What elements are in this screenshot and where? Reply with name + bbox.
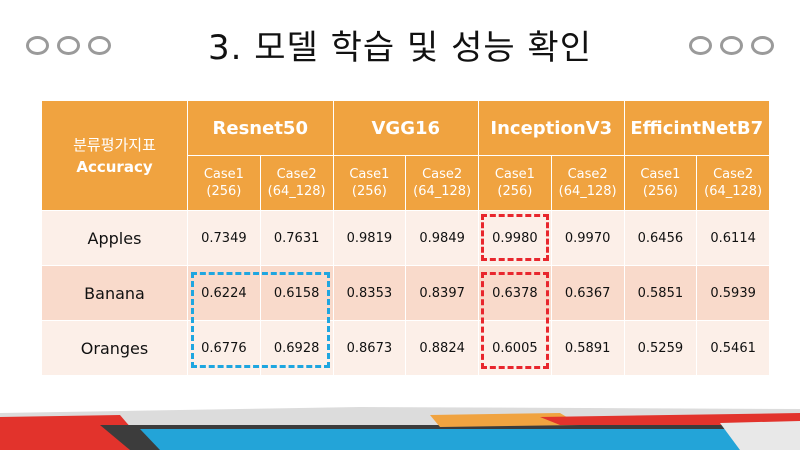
case-name: Case1 (203, 167, 244, 182)
case-header: Case2 (64_128) (550, 155, 625, 211)
circle-icon (57, 36, 80, 55)
footer-stripe-light (720, 421, 800, 450)
accuracy-table: 분류평가지표 Accuracy Resnet50 VGG16 Inception… (41, 100, 770, 376)
model-header-resnet50: Resnet50 (187, 100, 334, 156)
metric-label-ko: 분류평가지표 (73, 135, 156, 154)
case-size: (64_128) (704, 184, 763, 199)
model-header-vgg16: VGG16 (332, 100, 479, 156)
case-size: (256) (497, 184, 533, 199)
case-size: (256) (206, 184, 242, 199)
highlight-box-red-banana-oranges (481, 272, 549, 369)
table-body: Apples 0.7349 0.7631 0.9819 0.9849 0.9980 0.99… (41, 210, 770, 376)
accuracy-cell: 0.6114 (696, 210, 770, 266)
case-header: Case2 (64_128) (405, 155, 479, 211)
table-row: Banana 0.6224 0.6158 0.8353 0.8397 0.6378 0.63… (41, 265, 770, 321)
accuracy-cell: 0.6456 (623, 210, 698, 266)
accuracy-cell: 0.8673 (332, 320, 407, 376)
case-name: Case2 (567, 167, 608, 182)
accuracy-cell: 0.5939 (696, 265, 770, 321)
case-size: (64_128) (267, 184, 326, 199)
footer-stripe-orange (430, 413, 580, 427)
table-row: Oranges 0.6776 0.6928 0.8673 0.8824 0.6005 0.5… (41, 320, 770, 376)
row-label: Apples (41, 210, 188, 266)
footer-stripe-red-right (540, 413, 800, 425)
circle-icon (689, 36, 712, 55)
accuracy-cell: 0.5259 (623, 320, 698, 376)
case-header: Case2 (64_128) (259, 155, 334, 211)
row-label: Oranges (41, 320, 188, 376)
model-header-efficientnetb7: EfficintNetB7 (623, 100, 770, 156)
accuracy-cell: 0.9819 (332, 210, 407, 266)
accuracy-cell: 0.9970 (550, 210, 625, 266)
accuracy-cell: 0.9849 (405, 210, 479, 266)
row-label: Banana (41, 265, 188, 321)
accuracy-cell: 0.7349 (187, 210, 261, 266)
case-header: Case1 (256) (478, 155, 552, 211)
accuracy-cell: 0.8353 (332, 265, 407, 321)
case-size: (64_128) (413, 184, 472, 199)
accuracy-cell: 0.5851 (623, 265, 698, 321)
circle-icon (751, 36, 774, 55)
footer-decoration (0, 407, 800, 450)
slide-title: 3. 모델 학습 및 성능 확인 (208, 28, 592, 68)
accuracy-cell: 0.7631 (259, 210, 334, 266)
accuracy-cell: 0.5461 (696, 320, 770, 376)
circle-icon (26, 36, 49, 55)
footer-stripe-red-left (0, 415, 150, 450)
model-header-inceptionv3: InceptionV3 (478, 100, 625, 156)
highlight-box-red-apples (481, 214, 549, 261)
accuracy-cell: 0.9980 (478, 210, 552, 266)
accuracy-cell: 0.8824 (405, 320, 479, 376)
case-size: (256) (642, 184, 678, 199)
case-header: Case1 (256) (332, 155, 407, 211)
case-header-row: Case1 (256) Case2 (64_128) Case1 (256) Case2 (6… (42, 155, 770, 211)
footer-stripe-blue (140, 429, 800, 450)
case-name: Case2 (276, 167, 317, 182)
accuracy-cell: 0.6367 (550, 265, 625, 321)
accuracy-cell: 0.8397 (405, 265, 479, 321)
case-name: Case2 (713, 167, 754, 182)
highlight-box-blue (191, 272, 330, 368)
circle-icon (88, 36, 111, 55)
case-header: Case2 (64_128) (696, 155, 770, 211)
metric-header: 분류평가지표 Accuracy (41, 100, 188, 211)
case-name: Case1 (349, 167, 390, 182)
case-name: Case2 (422, 167, 463, 182)
circle-icon (720, 36, 743, 55)
dots-left-decoration (26, 36, 111, 55)
case-header: Case1 (256) (623, 155, 698, 211)
accuracy-cell: 0.5891 (550, 320, 625, 376)
case-name: Case1 (494, 167, 535, 182)
case-name: Case1 (640, 167, 681, 182)
case-header: Case1 (256) (187, 155, 261, 211)
dots-right-decoration (689, 36, 774, 55)
case-size: (64_128) (558, 184, 617, 199)
case-size: (256) (351, 184, 387, 199)
table-row: Apples 0.7349 0.7631 0.9819 0.9849 0.9980 0.99… (41, 210, 770, 266)
metric-label-en: Accuracy (76, 157, 153, 176)
